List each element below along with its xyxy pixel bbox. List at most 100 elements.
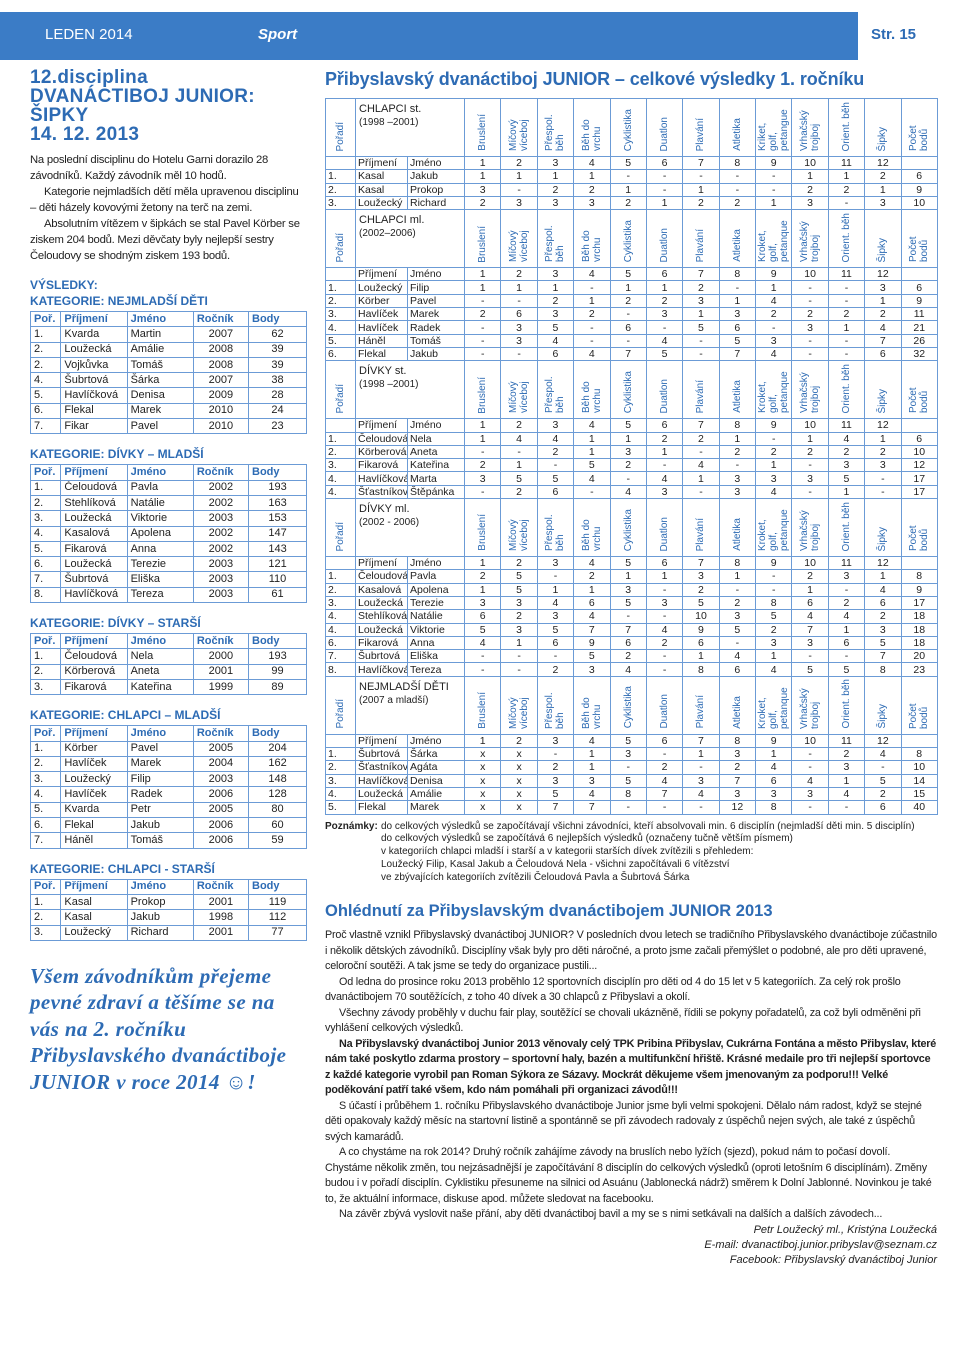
cell: 4.: [325, 786, 356, 802]
cell: 1: [755, 458, 793, 473]
cell: Kasalová: [355, 582, 408, 597]
category-cell: DÍVKY ml. (2002 - 2006): [354, 498, 466, 558]
discipline-header: Atletika: [718, 675, 757, 735]
cell: Körber: [355, 293, 408, 309]
discipline-name: Cyklistika: [622, 508, 634, 552]
cell: 6: [864, 800, 902, 815]
cell: 4: [827, 786, 866, 802]
cell: Háněl: [355, 333, 408, 348]
paragraph: Kategorie nejmladších dětí měla upraveno…: [30, 186, 299, 214]
discipline-header: Míčový víceboj: [500, 498, 538, 558]
cell: 23: [900, 662, 938, 677]
cell: 7: [718, 346, 757, 362]
cell: 2: [791, 569, 829, 584]
cell: Havlíček: [60, 786, 128, 803]
discipline-header: Duatlon: [645, 360, 684, 420]
number-row: Příjmení Jméno 1 2 3 4 5 6 7 8 9 10 11 12: [325, 733, 938, 749]
table-row: 3. Loužecký Filip 2003 148: [29, 771, 307, 788]
cell: 3.: [29, 771, 62, 788]
number-label: 5: [609, 556, 647, 571]
cell: 10: [682, 609, 720, 624]
result-row: 2. Körber Pavel - -2 1 2 2 3 1 4- -1 9: [325, 293, 938, 309]
number-label: 11: [827, 155, 866, 171]
cell: Čeloudová: [355, 569, 408, 584]
number-row: Příjmení Jméno 1 2 3 4 5 6 7 8 9 10 11 12: [325, 155, 938, 171]
cell: 3.: [29, 678, 62, 696]
number-label: Jméno: [406, 733, 466, 749]
discipline-name: Orient. běh: [840, 212, 852, 263]
cell: 1: [500, 280, 538, 295]
discipline-name: Duatlon: [659, 516, 671, 552]
number-label: 7: [682, 155, 720, 171]
cell: 1: [573, 169, 611, 184]
results-table: Poř. Příjmení Jméno Ročník Body 1. Kasal Prokop…: [29, 878, 307, 941]
cell: 2: [682, 195, 720, 211]
notes-lines: do celkových výsledků se započítávají vš…: [381, 821, 915, 885]
cell: -: [573, 484, 611, 500]
cell: 1: [682, 649, 720, 664]
cell: 3: [718, 747, 757, 762]
cell: 77: [248, 924, 307, 941]
cell: Šťastníková: [355, 484, 408, 500]
discipline-name: Míčový víceboj: [508, 119, 531, 151]
cell: 1: [464, 280, 502, 295]
cell: Stehlíková: [60, 494, 128, 512]
cell: 3: [536, 773, 575, 788]
cell: 2003: [192, 771, 250, 788]
cell: 1: [500, 458, 538, 473]
cell: 1: [755, 747, 793, 762]
number-label: 1: [464, 418, 502, 433]
cell: 1: [500, 169, 538, 184]
discipline-header: Bruslení: [464, 209, 502, 269]
table-body: Poř. Příjmení Jméno Ročník Body 1. Kasal Prokop…: [29, 878, 307, 941]
cell: x: [464, 786, 502, 802]
discipline-name: Kroket, golf, petanque: [757, 509, 791, 552]
cell: 1: [645, 195, 684, 211]
table-body: Pořadí CHLAPCI st. (1998 –2001) Bruslení Míč…: [325, 98, 938, 815]
cell: 4: [755, 484, 793, 500]
discipline-header: Běh do vrchu: [573, 675, 611, 735]
cell: Loužecká: [60, 510, 128, 527]
cell: Šubrtová: [60, 372, 128, 389]
cell: 7: [536, 800, 575, 815]
cell: 26: [900, 333, 938, 348]
table-row: 2. Loužecká Amálie 2008 39: [29, 341, 307, 358]
result-row: 1. Čeloudová Pavla 2 5-2 1 1 3 1-2 3 1 8: [325, 569, 938, 584]
note-line: ve zbývajících kategoriích zvítězili Čel…: [381, 871, 690, 883]
cell: 6: [864, 595, 902, 611]
block-header: Pořadí NEJMLADŠÍ DĚTI (2007 a mladší) Brusl…: [325, 675, 938, 735]
cell: [325, 733, 356, 749]
note-line: Loužecký Filip, Kasal Jakub a Čeloudová …: [381, 858, 730, 870]
rank-header: Pořadí: [325, 675, 356, 735]
cell: 5: [791, 662, 829, 677]
cell: 9: [900, 293, 938, 309]
result-row: 5. Háněl Tomáš -3 4- -4-5 3- -7 26: [325, 333, 938, 348]
number-label: 2: [500, 155, 538, 171]
signature-line: E-mail: dvanactiboj.junior.pribyslav@sez…: [704, 1238, 937, 1251]
block-header: Pořadí DÍVKY ml. (2002 - 2006) Bruslení Míčo…: [325, 498, 938, 558]
number-label: 8: [718, 155, 757, 171]
cell: -: [609, 609, 647, 624]
cell: 2: [573, 307, 611, 322]
paragraph: Na poslední disciplinu do Hotelu Garni d…: [30, 154, 269, 182]
cell: 2002: [192, 540, 250, 558]
cell: Tereza: [406, 662, 466, 677]
cell: 89: [248, 678, 307, 696]
discipline-name: Počet bodů: [908, 387, 931, 414]
cell: 3: [791, 320, 829, 335]
number-label: 3: [536, 155, 575, 171]
cell: 6: [536, 635, 575, 651]
cell: -: [573, 333, 611, 348]
cell: 2: [500, 609, 538, 624]
cell: 5.: [29, 540, 62, 558]
cell: 8: [755, 800, 793, 815]
discipline-name: Přespol. běh: [544, 692, 567, 729]
number-label: Příjmení: [355, 155, 408, 171]
number-label: 2: [500, 556, 538, 571]
cell: 6: [464, 609, 502, 624]
cell: Havlíček: [355, 307, 408, 322]
cell: Havlíčková: [60, 387, 128, 404]
discipline-header: Vrhačský trojboj: [791, 209, 829, 269]
cell: -: [755, 582, 793, 597]
cell: 4: [645, 622, 684, 637]
